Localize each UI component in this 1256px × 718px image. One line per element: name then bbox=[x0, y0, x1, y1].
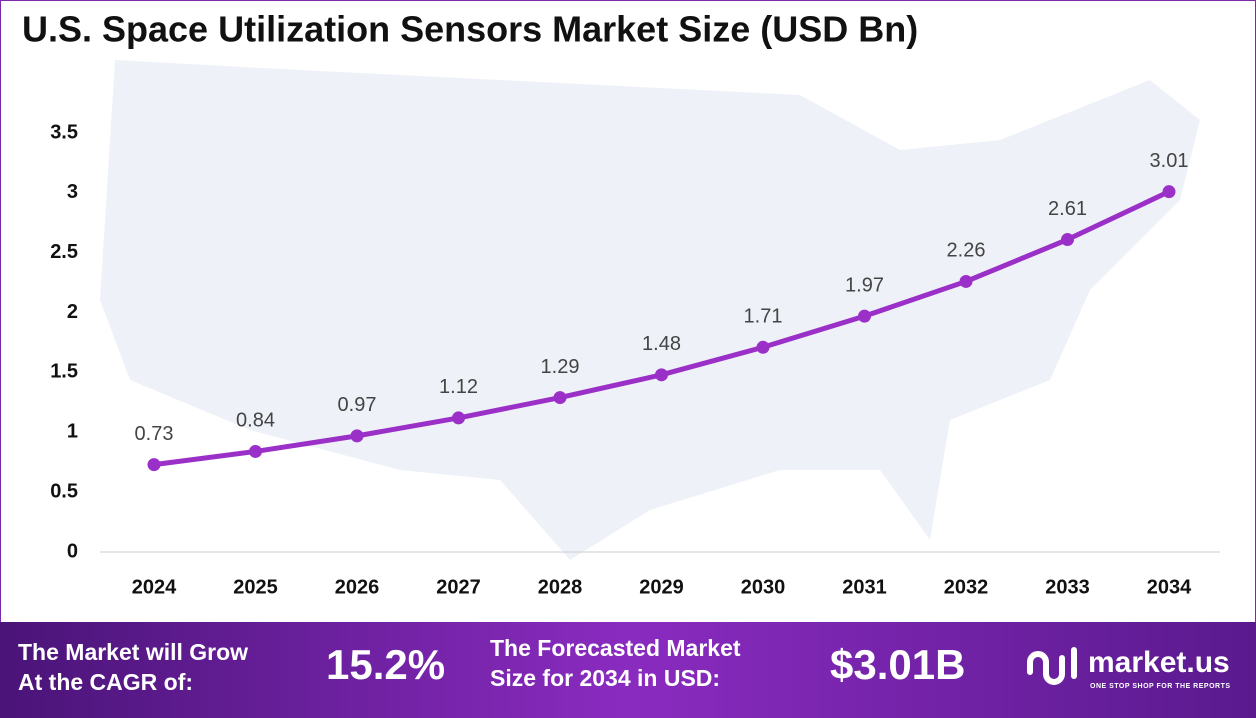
forecast-value: $3.01B bbox=[830, 641, 965, 688]
value-label: 2.61 bbox=[1048, 198, 1087, 220]
forecast-label-line: Size for 2034 in USD: bbox=[490, 665, 720, 691]
chart-title: U.S. Space Utilization Sensors Market Si… bbox=[22, 9, 918, 50]
value-label: 1.29 bbox=[541, 356, 580, 378]
value-label: 0.84 bbox=[236, 410, 275, 432]
value-label: 0.73 bbox=[135, 423, 174, 445]
brand-tagline: ONE STOP SHOP FOR THE REPORTS bbox=[1090, 683, 1231, 690]
y-tick-label: 0 bbox=[67, 540, 78, 562]
x-tick-label: 2026 bbox=[335, 576, 380, 598]
point bbox=[147, 458, 161, 472]
y-tick-label: 2.5 bbox=[50, 241, 78, 263]
point bbox=[959, 274, 973, 288]
point bbox=[452, 411, 465, 425]
point bbox=[858, 309, 871, 323]
point bbox=[1162, 185, 1176, 199]
cagr-value: 15.2% bbox=[326, 641, 445, 688]
x-tick-label: 2033 bbox=[1045, 576, 1090, 598]
value-label: 0.97 bbox=[338, 394, 377, 416]
point bbox=[756, 340, 770, 354]
point bbox=[655, 368, 668, 382]
value-label: 2.26 bbox=[947, 240, 986, 262]
brand-name: market.us bbox=[1088, 646, 1230, 679]
x-tick-label: 2028 bbox=[538, 576, 583, 598]
y-tick-label: 0.5 bbox=[50, 480, 78, 502]
y-tick-label: 1.5 bbox=[50, 361, 78, 383]
x-tick-label: 2032 bbox=[944, 576, 989, 598]
point bbox=[553, 391, 567, 405]
y-tick-label: 2 bbox=[67, 301, 78, 323]
point bbox=[350, 429, 364, 443]
x-tick-label: 2025 bbox=[233, 576, 278, 598]
value-label: 1.71 bbox=[744, 306, 783, 328]
point bbox=[1061, 233, 1074, 247]
x-tick-label: 2024 bbox=[132, 576, 177, 598]
point bbox=[249, 444, 262, 458]
value-label: 1.97 bbox=[845, 274, 884, 296]
forecast-label-line: The Forecasted Market bbox=[490, 635, 741, 661]
y-tick-label: 3 bbox=[67, 181, 78, 203]
value-label: 1.12 bbox=[439, 376, 478, 398]
value-label: 3.01 bbox=[1150, 150, 1189, 172]
forecast-label: The Forecasted Market Size for 2034 in U… bbox=[490, 635, 747, 691]
x-tick-label: 2027 bbox=[436, 576, 481, 598]
cagr-label-line: The Market will Grow bbox=[18, 639, 248, 665]
x-tick-label: 2031 bbox=[842, 576, 887, 598]
cagr-label: The Market will Grow At the CAGR of: bbox=[18, 639, 254, 695]
x-tick-label: 2029 bbox=[639, 576, 684, 598]
y-tick-label: 1 bbox=[67, 421, 78, 443]
cagr-label-line: At the CAGR of: bbox=[18, 669, 193, 695]
brand-logo bbox=[1027, 647, 1077, 685]
value-label: 1.48 bbox=[642, 333, 681, 355]
x-tick-label: 2034 bbox=[1147, 576, 1192, 598]
x-tick-label: 2030 bbox=[741, 576, 786, 598]
y-tick-label: 3.5 bbox=[50, 121, 78, 143]
